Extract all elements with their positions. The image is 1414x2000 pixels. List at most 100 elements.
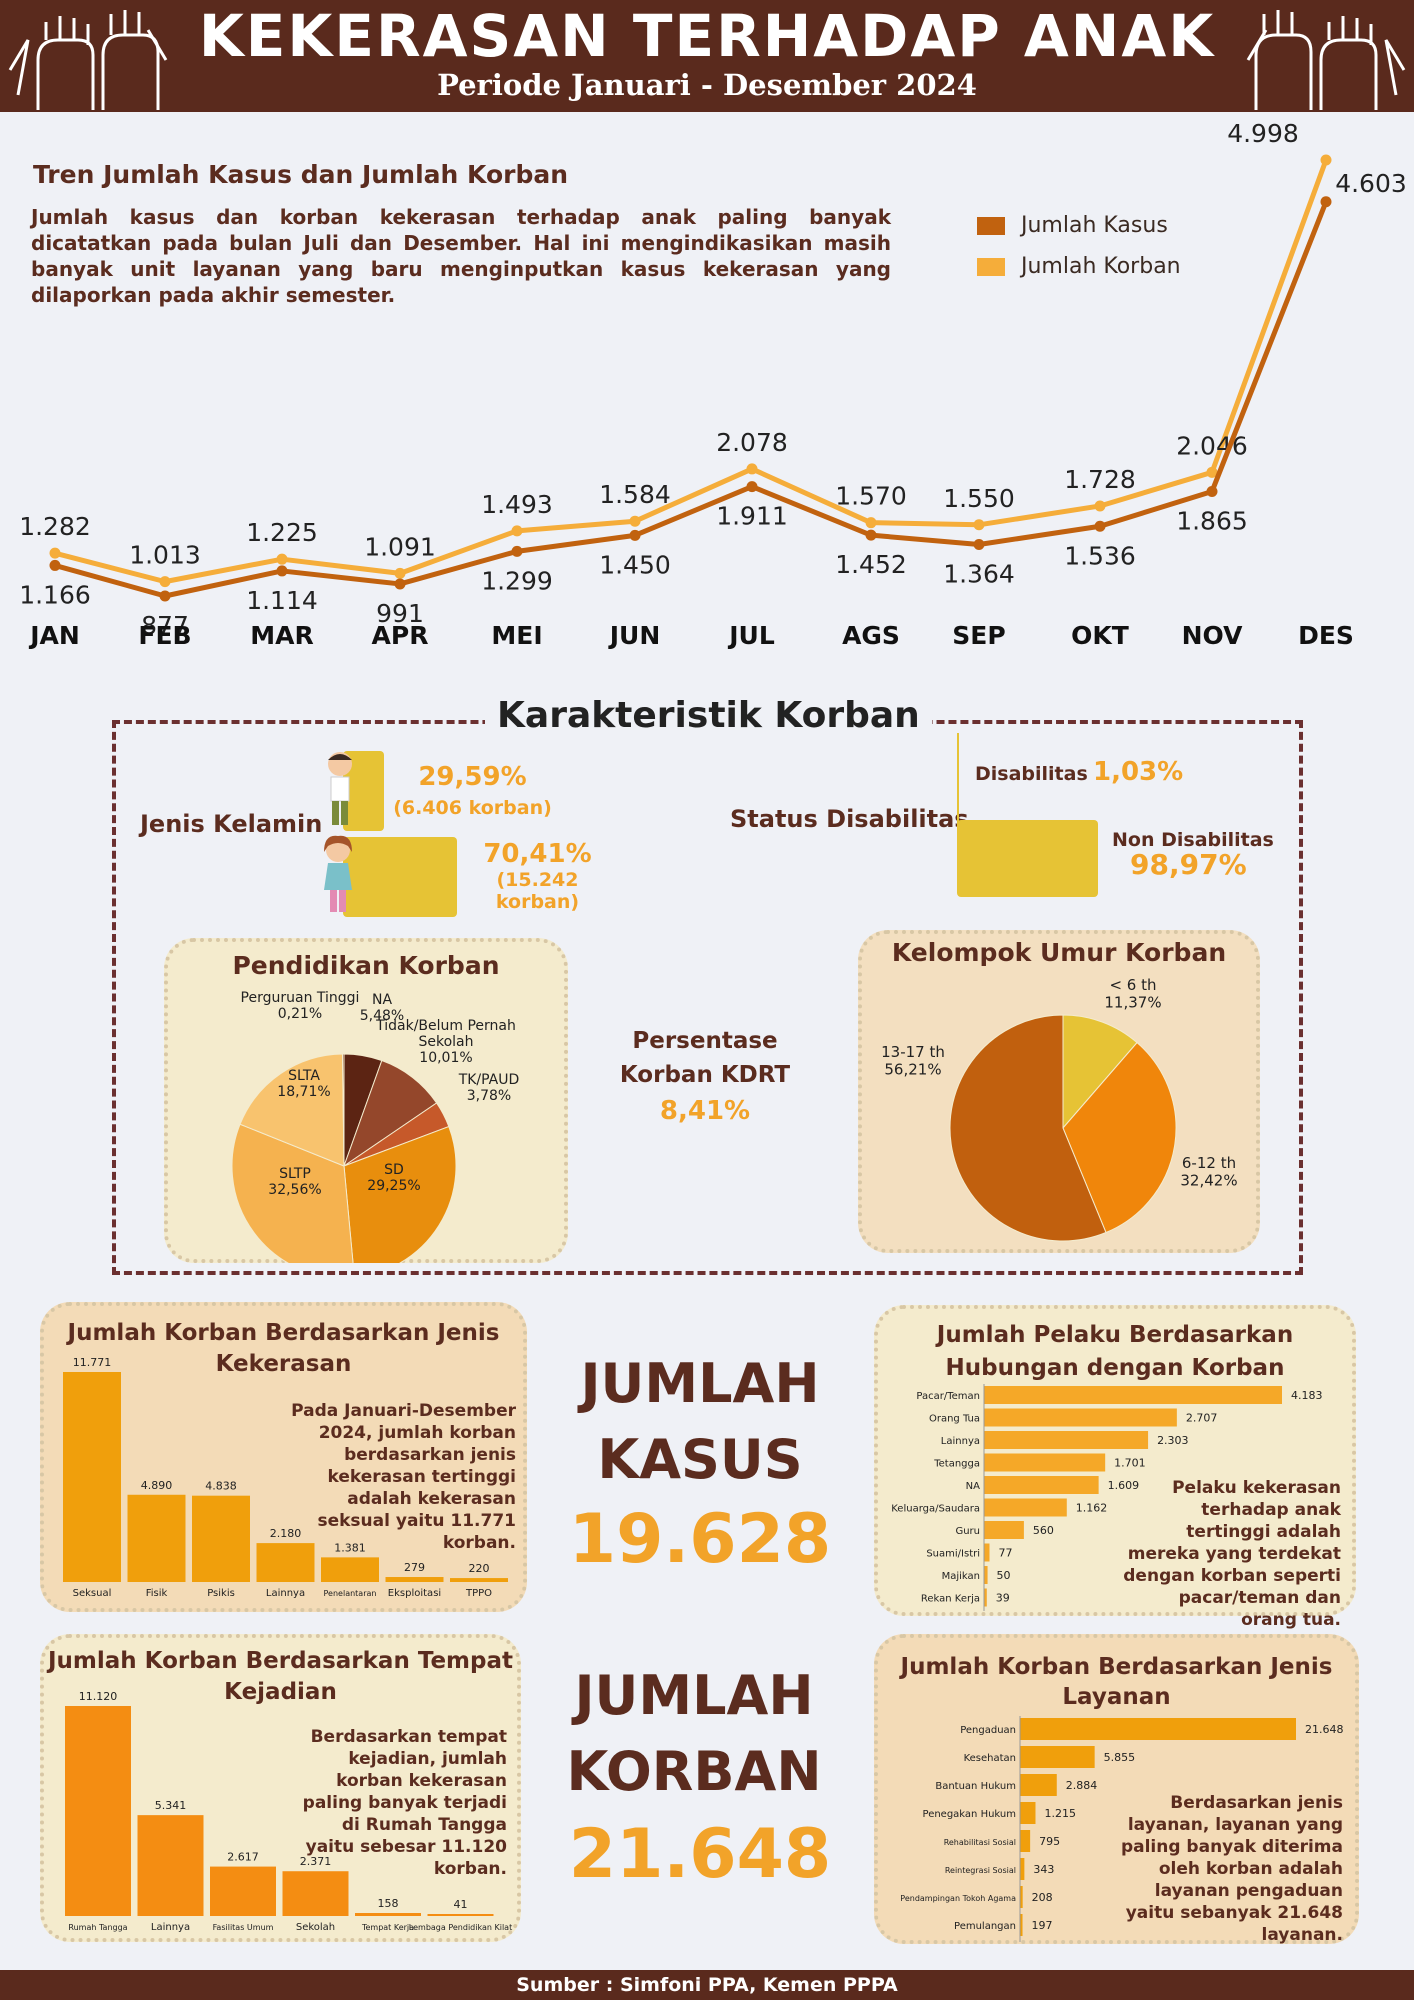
slice-label-6-12: 6-12 th — [1182, 1154, 1236, 1172]
bar-value-label: 4.890 — [141, 1479, 173, 1492]
bar-category-label: Rumah Tangga — [68, 1923, 127, 1932]
bar-category-label: Fisik — [146, 1588, 168, 1599]
source-footer: Sumber : Simfoni PPA, Kemen PPPA — [0, 1970, 1414, 2000]
x-tick-label: FEB — [138, 621, 191, 650]
bar-category-label: Rehabilitasi Sosial — [944, 1838, 1016, 1847]
data-point — [1206, 485, 1218, 497]
x-tick-label: AGS — [842, 621, 900, 650]
nondisabled-pct: 98,97% — [1130, 848, 1247, 881]
bar-value-label: 343 — [1033, 1863, 1054, 1876]
header-banner: KEKERASAN TERHADAP ANAK Periode Januari … — [0, 0, 1414, 112]
trend-line-chart: 1.282 1.013 1.225 1.091 1.493 1.584 2.078 1.570… — [19, 119, 1407, 650]
bar-category-label: Guru — [955, 1526, 980, 1537]
slice-label-sltp: SLTP — [279, 1166, 311, 1182]
bar — [984, 1498, 1067, 1517]
violence-title-2: Kekerasan — [215, 1351, 352, 1377]
data-label: 1.013 — [129, 541, 201, 570]
slice-label-13-17: 56,21% — [884, 1060, 941, 1078]
bar — [1020, 1858, 1025, 1880]
place-text: Berdasarkan tempat kejadian, jumlah korb… — [302, 1727, 507, 1879]
bar-category-label: Keluarga/Saudara — [891, 1504, 980, 1515]
data-label: 1.450 — [599, 550, 671, 579]
bar-value-label: 2.371 — [300, 1855, 332, 1868]
slice-label-tidak-sekolah: 10,01% — [419, 1050, 472, 1066]
bar — [984, 1386, 1282, 1404]
pie-slice — [1062, 1041, 1177, 1234]
bar-category-label: Majikan — [942, 1571, 980, 1582]
bar — [1020, 1886, 1023, 1908]
bar-category-label: Suami/Istri — [926, 1549, 980, 1560]
x-tick-label: DES — [1298, 621, 1354, 650]
perp-title-2: Hubungan dengan Korban — [945, 1355, 1285, 1381]
nondisabled-bar — [957, 820, 1098, 897]
kdrt-pct: 8,41% — [659, 1096, 751, 1126]
place-bar-chart: 11.120 Rumah Tangga 5.341 Lainnya 2.617 Fasil… — [65, 1690, 512, 1933]
service-text: Berdasarkan jenis layanan, layanan yang … — [1120, 1793, 1343, 1945]
bar-category-label: Sekolah — [296, 1922, 335, 1933]
data-point — [1206, 466, 1218, 478]
raised-fists-icon — [8, 10, 168, 110]
x-tick-label: JUL — [727, 621, 775, 650]
pie-slice — [342, 1053, 345, 1167]
bar — [192, 1495, 250, 1582]
trend-description: Jumlah kasus dan korban kekerasan terhad… — [31, 205, 891, 307]
bar-value-label: 1.381 — [334, 1541, 366, 1554]
bar-category-label: Lainnya — [941, 1436, 980, 1447]
violence-bar-chart: 11.771 Seksual 4.890 Fisik 4.838 Psikis 2.180 L… — [63, 1356, 508, 1599]
bar — [210, 1866, 276, 1916]
bar-value-label: 279 — [404, 1561, 425, 1574]
data-label: 1.536 — [1064, 541, 1136, 570]
bar-category-label: Reintegrasi Sosial — [945, 1866, 1016, 1875]
bar — [1020, 1774, 1057, 1796]
service-bar-chart: 21.648 Pengaduan 5.855 Kesehatan 2.884 Bantua… — [900, 1716, 1344, 1942]
bar-category-label: NA — [966, 1481, 980, 1492]
violence-text: Pada Januari-Desember 2024, jumlah korba… — [291, 1401, 516, 1553]
bar — [65, 1706, 131, 1916]
violence-title-1: Jumlah Korban Berdasarkan Jenis — [67, 1320, 500, 1346]
slice-label-tk-paud: TK/PAUD — [458, 1072, 520, 1088]
bar-value-label: 1.162 — [1076, 1502, 1108, 1515]
bar — [1020, 1802, 1036, 1824]
slice-label-perguruan-tinggi: 0,21% — [278, 1006, 322, 1022]
bar-value-label: 1.701 — [1114, 1457, 1145, 1470]
nondisabled-label: Non Disabilitas — [1112, 829, 1274, 851]
bar-category-label: TPPO — [465, 1588, 492, 1599]
bar-value-label: 2.884 — [1066, 1779, 1098, 1792]
data-label: 1.364 — [943, 559, 1015, 588]
legend-swatch-cases — [977, 216, 1005, 235]
bar-category-label: Penegakan Hukum — [923, 1809, 1016, 1820]
victims-value: 21.648 — [568, 1815, 832, 1894]
bar-category-label: Bantuan Hukum — [935, 1781, 1016, 1792]
bar — [1020, 1718, 1296, 1740]
bar — [984, 1521, 1024, 1539]
bar-category-label: Eksploitasi — [388, 1588, 441, 1599]
data-point — [746, 463, 758, 475]
bar-value-label: 560 — [1033, 1524, 1054, 1537]
x-tick-label: JUN — [608, 621, 661, 650]
slice-label-slta: SLTA — [288, 1068, 320, 1084]
perp-title-1: Jumlah Pelaku Berdasarkan — [936, 1322, 1294, 1348]
bar-category-label: Seksual — [73, 1588, 112, 1599]
data-label: 991 — [376, 599, 424, 628]
x-tick-label: SEP — [952, 621, 1005, 650]
bar-value-label: 2.303 — [1157, 1434, 1189, 1447]
kdrt-label-1: Persentase — [632, 1028, 778, 1054]
data-label: 1.114 — [246, 586, 318, 615]
slice-label-tidak-sekolah: Sekolah — [418, 1034, 473, 1050]
slice-label-na: 5,48% — [360, 1008, 404, 1024]
boy-icon — [328, 752, 352, 825]
cases-label-1: JUMLAH — [580, 1352, 820, 1415]
victims-label-1: JUMLAH — [574, 1664, 814, 1727]
bar — [984, 1408, 1177, 1427]
bar-value-label: 21.648 — [1305, 1723, 1344, 1736]
x-tick-label: MEI — [491, 621, 542, 650]
bar-value-label: 2.617 — [227, 1851, 259, 1864]
data-point — [511, 525, 523, 537]
data-point — [276, 553, 288, 565]
disabled-bar — [957, 733, 959, 830]
bar-category-label: Orang Tua — [929, 1414, 980, 1425]
slice-label-under-6: 11,37% — [1104, 993, 1161, 1011]
data-point — [1094, 500, 1106, 512]
